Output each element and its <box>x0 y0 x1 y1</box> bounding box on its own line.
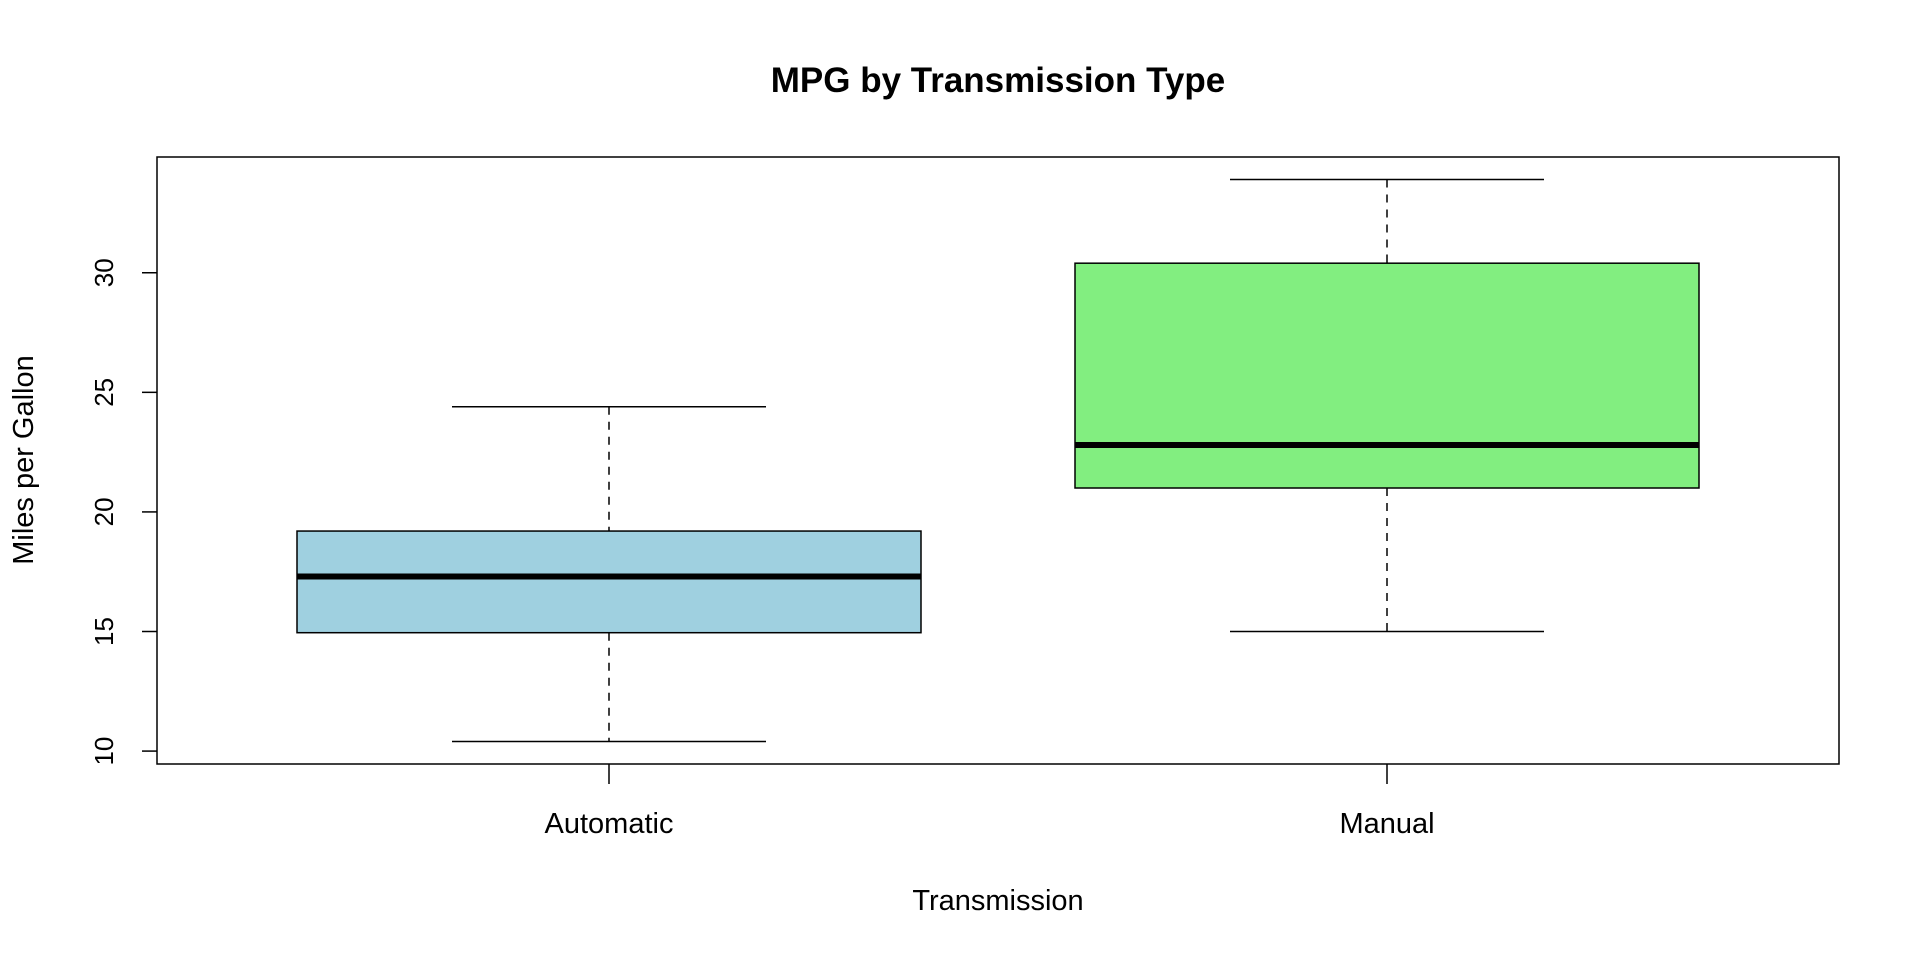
y-tick-label: 25 <box>89 378 119 407</box>
iqr-box <box>296 530 922 634</box>
iqr-box <box>1074 262 1700 489</box>
y-tick-label: 15 <box>89 617 119 646</box>
box-manual <box>1074 178 1700 633</box>
y-axis-label: Miles per Gallon <box>8 355 40 565</box>
y-tick-label: 10 <box>89 737 119 766</box>
chart-title: MPG by Transmission Type <box>771 61 1225 100</box>
plot-frame <box>156 156 1840 765</box>
x-axis-label: Transmission <box>912 885 1083 917</box>
y-tick-label: 30 <box>89 258 119 287</box>
box-automatic <box>296 405 922 743</box>
x-tick-label: Manual <box>1339 808 1434 840</box>
x-tick-label: Automatic <box>545 808 674 840</box>
y-tick-label: 20 <box>89 497 119 526</box>
